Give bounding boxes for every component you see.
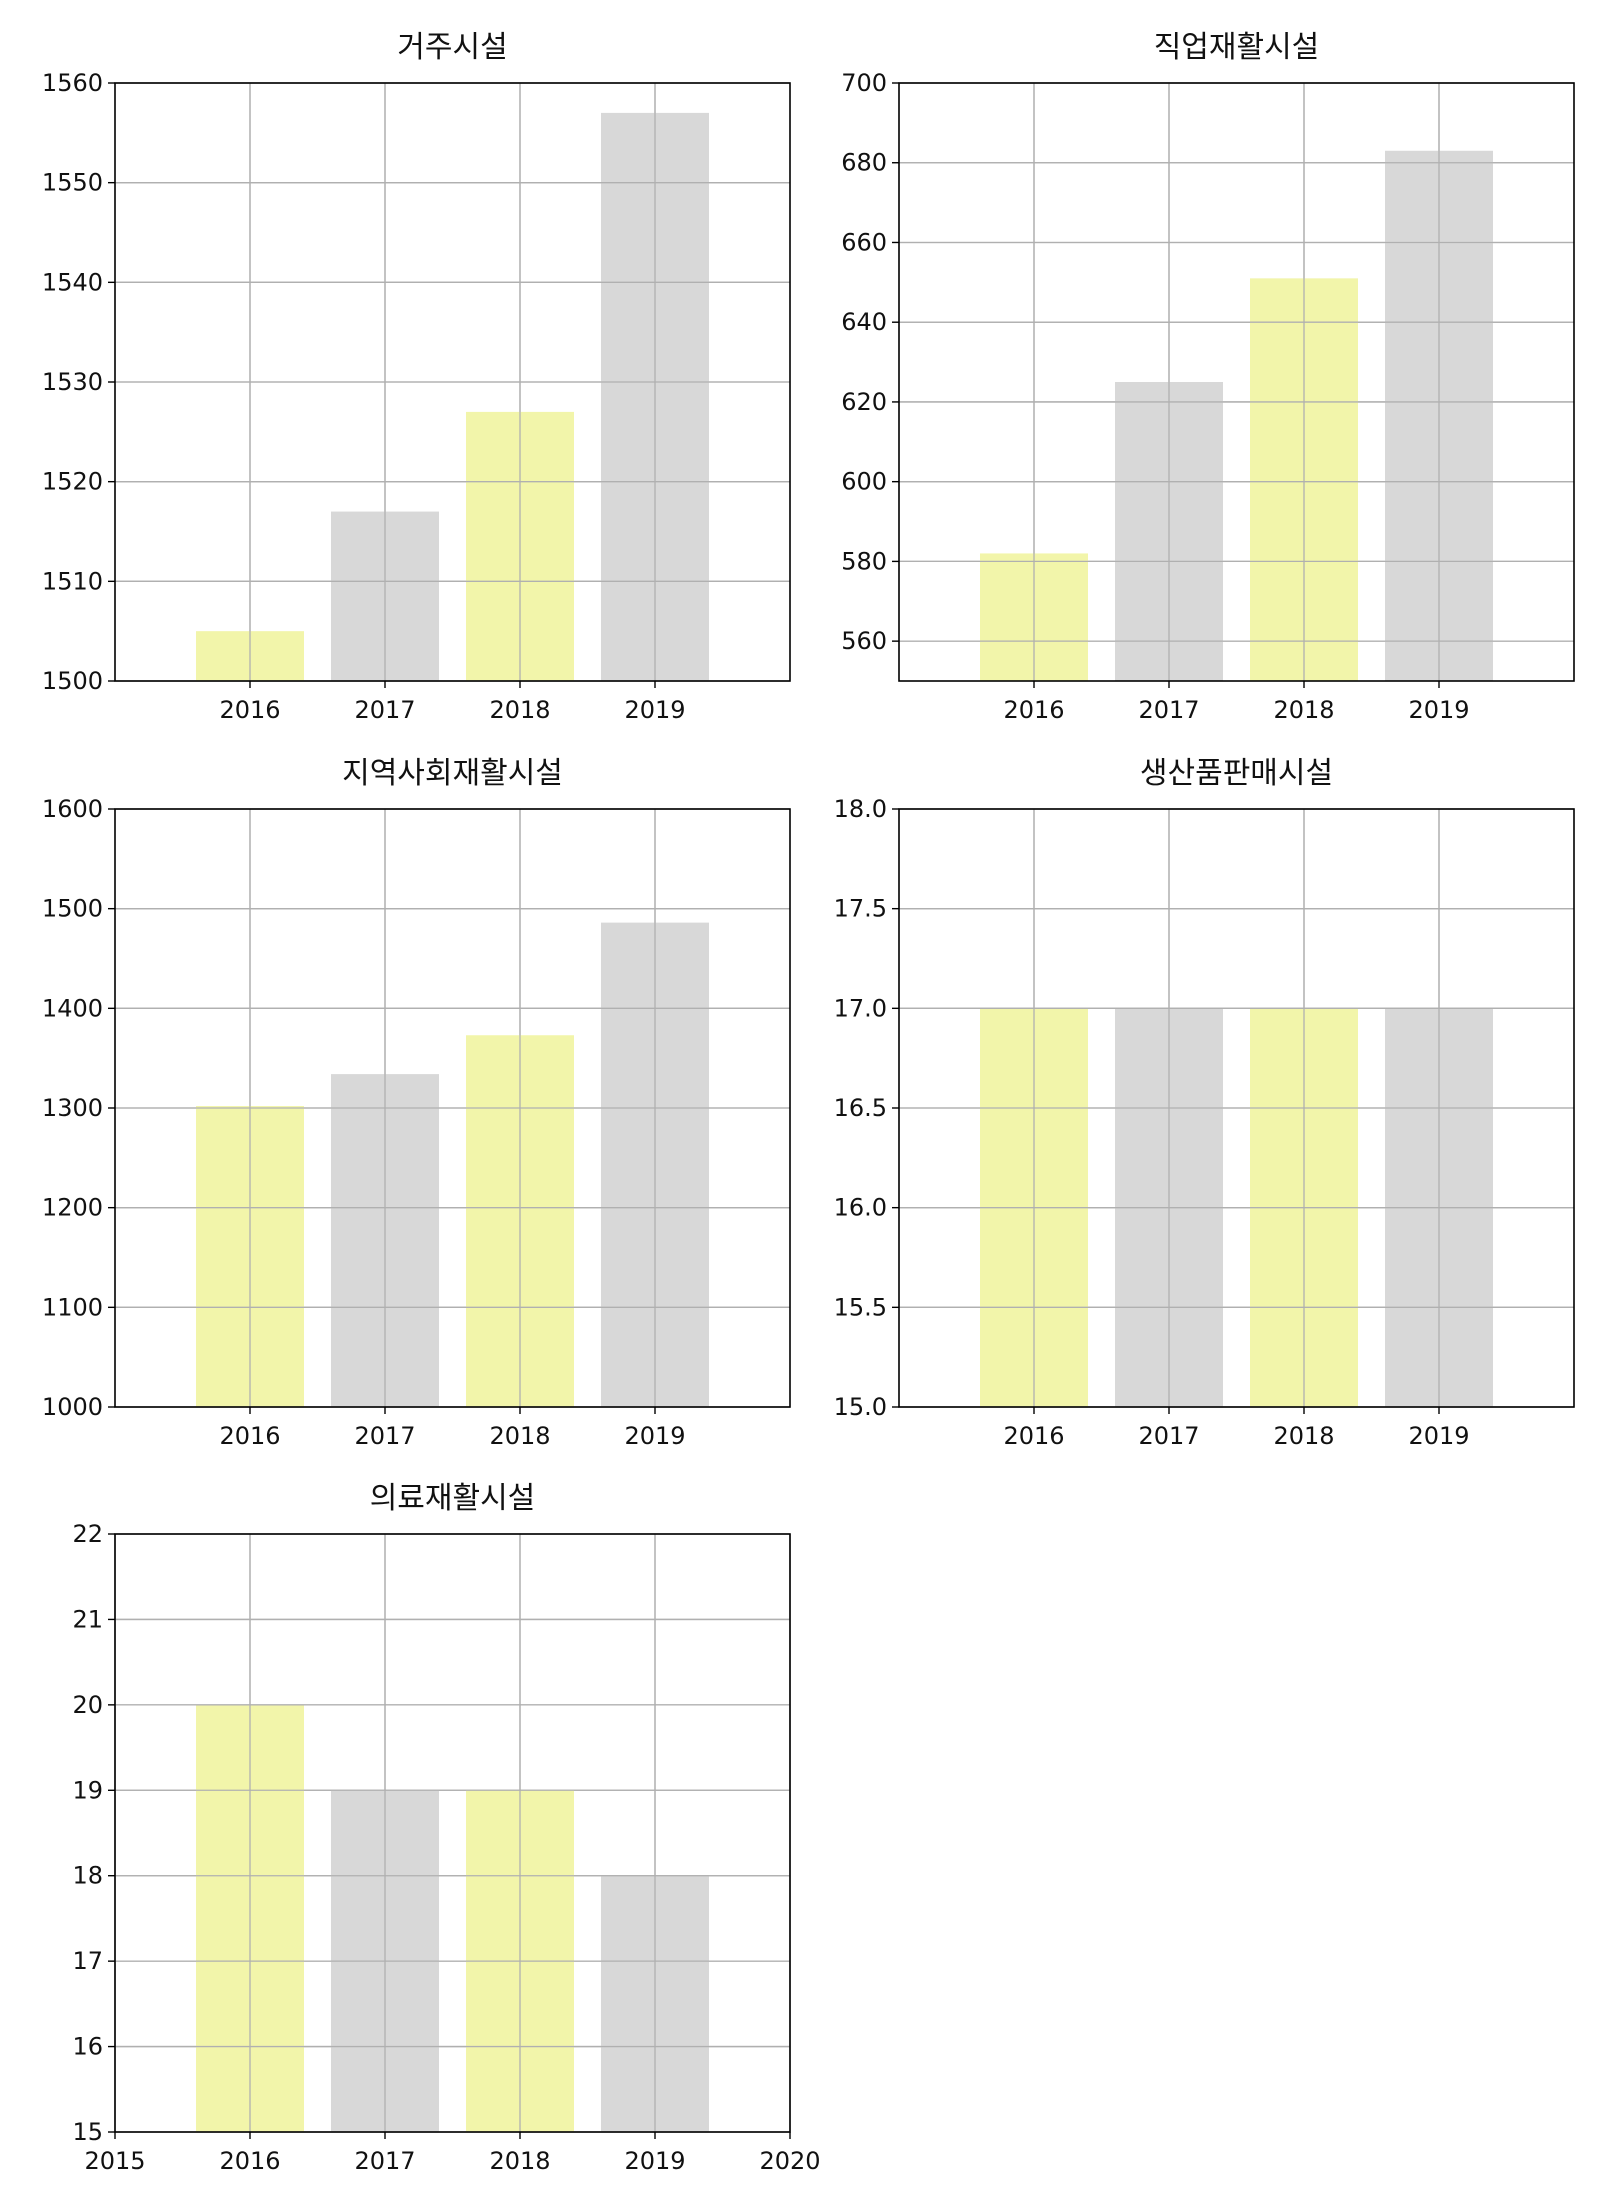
chart-panel: 560 580 600 620 640 660 680 700 2016 2017 2018 2019… bbox=[841, 30, 1575, 724]
y-tick-label: 21 bbox=[72, 1605, 103, 1633]
y-tick-label: 1200 bbox=[42, 1194, 103, 1222]
y-tick-label: 20 bbox=[72, 1691, 103, 1719]
y-tick-label: 16.5 bbox=[834, 1094, 887, 1122]
chart-title: 생산품판매시설 bbox=[1140, 756, 1333, 791]
x-tick-label: 2017 bbox=[354, 696, 415, 724]
y-tick-label: 1600 bbox=[42, 795, 103, 823]
x-tick-label: 2016 bbox=[219, 696, 280, 724]
chart-title: 직업재활시설 bbox=[1154, 30, 1320, 65]
y-tick-label: 1500 bbox=[42, 895, 103, 923]
x-tick-label: 2018 bbox=[489, 1422, 550, 1450]
x-tick-label: 2017 bbox=[1138, 1422, 1199, 1450]
chart-panel: 1500 1510 1520 1530 1540 1550 1560 2016 2017 2018… bbox=[42, 30, 791, 724]
chart-title: 의료재활시설 bbox=[370, 1481, 536, 1516]
y-tick-label: 1510 bbox=[42, 567, 103, 595]
y-tick-label: 1300 bbox=[42, 1094, 103, 1122]
y-tick-label: 1000 bbox=[42, 1393, 103, 1421]
y-tick-label: 16 bbox=[72, 2033, 103, 2061]
x-tick-label: 2019 bbox=[1408, 1422, 1469, 1450]
x-tick-label: 2016 bbox=[1003, 1422, 1064, 1450]
y-tick-label: 22 bbox=[72, 1520, 103, 1548]
y-tick-label: 640 bbox=[841, 308, 887, 336]
y-tick-label: 17.0 bbox=[834, 994, 887, 1022]
x-tick-label: 2018 bbox=[1273, 1422, 1334, 1450]
chart-panel: 15.0 15.5 16.0 16.5 17.0 17.5 18.0 2016 2017 2018… bbox=[834, 756, 1575, 1450]
y-tick-label: 15 bbox=[72, 2118, 103, 2146]
chart-title: 거주시설 bbox=[397, 30, 507, 65]
y-tick-label: 15.0 bbox=[834, 1393, 887, 1421]
y-tick-label: 1520 bbox=[42, 468, 103, 496]
y-tick-label: 18.0 bbox=[834, 795, 887, 823]
y-tick-label: 18 bbox=[72, 1862, 103, 1890]
chart-panel: 1000 1100 1200 1300 1400 1500 1600 2016 2017 2018… bbox=[42, 756, 791, 1450]
x-tick-label: 2015 bbox=[84, 2147, 145, 2175]
chart-title: 지역사회재활시설 bbox=[342, 756, 563, 791]
chart-panel: 15 16 17 18 19 20 21 22 2015 2016 2017 2018 2019 2020… bbox=[72, 1481, 820, 2175]
y-tick-label: 580 bbox=[841, 547, 887, 575]
y-tick-label: 16.0 bbox=[834, 1194, 887, 1222]
y-tick-label: 1100 bbox=[42, 1293, 103, 1321]
y-tick-label: 660 bbox=[841, 228, 887, 256]
y-tick-label: 17.5 bbox=[834, 895, 887, 923]
y-tick-label: 600 bbox=[841, 468, 887, 496]
x-tick-label: 2016 bbox=[219, 1422, 280, 1450]
y-tick-label: 1550 bbox=[42, 169, 103, 197]
x-tick-label: 2017 bbox=[354, 1422, 415, 1450]
y-tick-label: 1560 bbox=[42, 69, 103, 97]
y-tick-label: 1540 bbox=[42, 268, 103, 296]
x-tick-label: 2020 bbox=[759, 2147, 820, 2175]
y-tick-label: 17 bbox=[72, 1947, 103, 1975]
y-tick-label: 560 bbox=[841, 627, 887, 655]
x-tick-label: 2019 bbox=[624, 696, 685, 724]
y-tick-label: 620 bbox=[841, 388, 887, 416]
y-tick-label: 15.5 bbox=[834, 1293, 887, 1321]
x-tick-label: 2018 bbox=[1273, 696, 1334, 724]
x-tick-label: 2018 bbox=[489, 2147, 550, 2175]
x-tick-label: 2017 bbox=[354, 2147, 415, 2175]
plot-frame bbox=[114, 1533, 791, 2133]
x-tick-label: 2016 bbox=[219, 2147, 280, 2175]
x-tick-label: 2017 bbox=[1138, 696, 1199, 724]
plot-frame bbox=[898, 82, 1575, 682]
y-tick-label: 1500 bbox=[42, 667, 103, 695]
x-tick-label: 2016 bbox=[1003, 696, 1064, 724]
x-tick-label: 2019 bbox=[624, 2147, 685, 2175]
x-tick-label: 2019 bbox=[1408, 696, 1469, 724]
y-tick-label: 19 bbox=[72, 1776, 103, 1804]
y-tick-label: 700 bbox=[841, 69, 887, 97]
y-tick-label: 1400 bbox=[42, 994, 103, 1022]
x-tick-label: 2019 bbox=[624, 1422, 685, 1450]
x-tick-label: 2018 bbox=[489, 696, 550, 724]
y-tick-label: 680 bbox=[841, 149, 887, 177]
y-tick-label: 1530 bbox=[42, 368, 103, 396]
